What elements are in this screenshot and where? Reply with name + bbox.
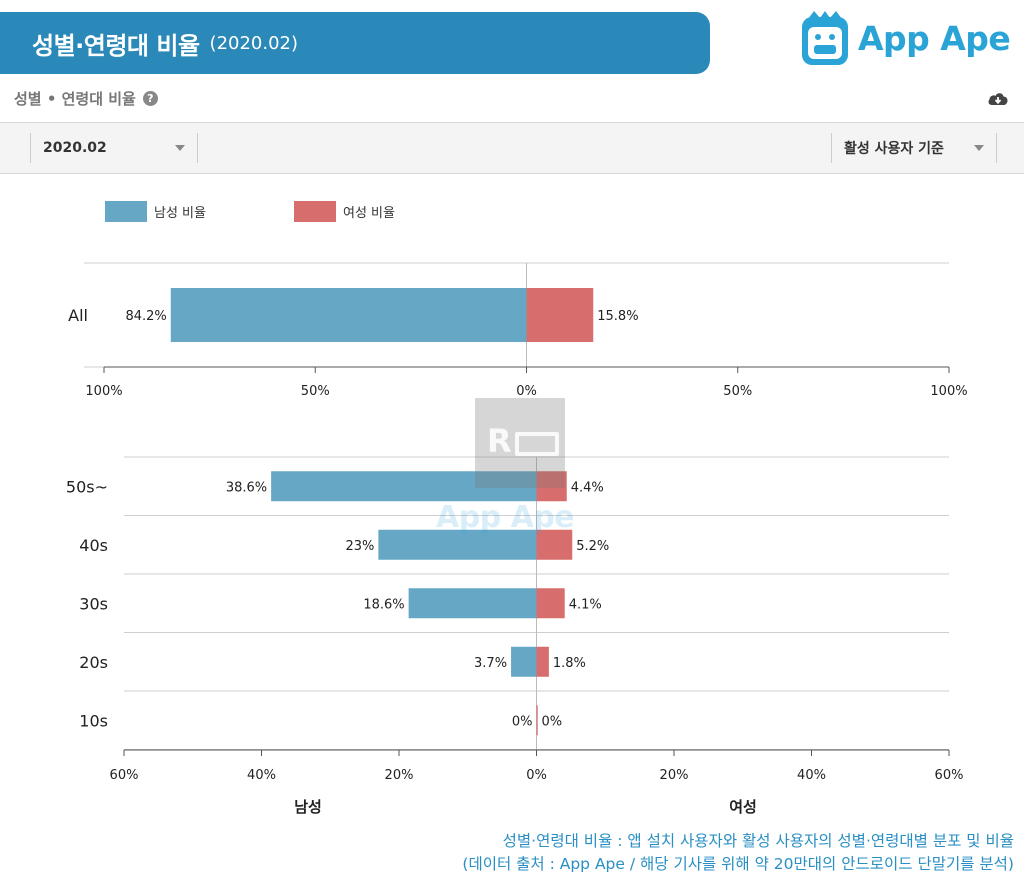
watermark-logo: App Ape: [436, 500, 575, 535]
x-tick-label: 0%: [526, 768, 547, 783]
bar-female-30s: [536, 588, 565, 619]
category-label-40s: 40s: [79, 536, 108, 555]
category-label-30s: 30s: [79, 594, 108, 613]
data-label-female-All: 15.8%: [597, 309, 638, 324]
chevron-down-icon: [974, 145, 984, 151]
app-ape-mascot-icon: [802, 11, 848, 65]
data-label-female-10s: 0%: [542, 714, 563, 729]
page-period: (2020.02): [209, 32, 299, 54]
section-title-text: 성별 • 연령대 비율: [14, 90, 136, 108]
data-label-female-20s: 1.8%: [553, 656, 586, 671]
question-circle-icon[interactable]: ?: [142, 91, 158, 106]
logo-text: App Ape: [858, 18, 1011, 58]
bar-female-20s: [536, 646, 549, 677]
bar-male-20s: [511, 646, 537, 677]
filter-bar: 2020.02 활성 사용자 기준: [0, 122, 1024, 174]
category-label-All: All: [68, 306, 88, 325]
footnote-line-1: 성별·연령대 비율 : 앱 설치 사용자와 활성 사용자의 성별·연령대별 분포…: [502, 832, 1014, 850]
x-tick-label: 50%: [723, 384, 752, 399]
section-title: 성별 • 연령대 비율 ?: [14, 88, 158, 109]
title-banner: 성별·연령대 비율 (2020.02): [0, 12, 710, 74]
category-label-10s: 10s: [79, 711, 108, 730]
bar-male-All: [170, 288, 527, 342]
bar-male-40s: [378, 529, 537, 560]
x-tick-label: 100%: [930, 384, 967, 399]
bar-female-All: [526, 288, 594, 342]
cloud-download-icon[interactable]: [987, 90, 1009, 112]
x-axis-label-male: 남성: [294, 798, 322, 816]
bar-male-30s: [408, 588, 537, 619]
page-title: 성별·연령대 비율: [32, 31, 200, 60]
x-tick-label: 40%: [247, 768, 276, 783]
category-label-50s~: 50s~: [66, 477, 108, 496]
bar-female-40s: [536, 529, 573, 560]
app-ape-logo: App Ape: [800, 8, 1011, 68]
x-tick-label: 50%: [301, 384, 330, 399]
legend-label-male: 남성 비율: [154, 206, 206, 221]
legend-swatch-male: [105, 201, 147, 222]
user-basis-select[interactable]: 활성 사용자 기준: [831, 133, 997, 163]
data-label-male-40s: 23%: [345, 539, 374, 554]
x-tick-label: 0%: [516, 384, 537, 399]
x-tick-label: 60%: [110, 768, 139, 783]
date-select-value: 2020.02: [43, 140, 107, 156]
chevron-down-icon: [175, 145, 185, 151]
date-select[interactable]: 2020.02: [30, 133, 198, 163]
x-tick-label: 100%: [85, 384, 122, 399]
x-axis-label-female: 여성: [729, 798, 757, 816]
watermark-box-icon: [515, 432, 559, 456]
x-tick-label: 60%: [935, 768, 964, 783]
bar-female-50s~: [536, 471, 567, 502]
footnote-line-2: (데이터 출처 : App Ape / 해당 기사를 위해 약 20만대의 안드…: [462, 855, 1014, 873]
legend-swatch-female: [294, 201, 336, 222]
bar-male-50s~: [271, 471, 537, 502]
bar-female-10s: [536, 705, 538, 736]
data-label-male-50s~: 38.6%: [226, 480, 267, 495]
x-tick-label: 40%: [797, 768, 826, 783]
data-label-male-All: 84.2%: [125, 309, 166, 324]
data-label-male-20s: 3.7%: [474, 656, 507, 671]
data-label-female-50s~: 4.4%: [571, 480, 604, 495]
data-label-female-40s: 5.2%: [576, 539, 609, 554]
x-tick-label: 20%: [660, 768, 689, 783]
legend-label-female: 여성 비율: [343, 206, 395, 221]
watermark-text: R: [487, 422, 512, 460]
category-label-20s: 20s: [79, 653, 108, 672]
data-label-male-30s: 18.6%: [363, 597, 404, 612]
watermark-overlay: R: [475, 398, 565, 488]
user-basis-select-value: 활성 사용자 기준: [844, 141, 944, 157]
data-label-male-10s: 0%: [512, 714, 533, 729]
data-label-female-30s: 4.1%: [569, 597, 602, 612]
x-tick-label: 20%: [385, 768, 414, 783]
footnote: 성별·연령대 비율 : 앱 설치 사용자와 활성 사용자의 성별·연령대별 분포…: [462, 830, 1014, 876]
